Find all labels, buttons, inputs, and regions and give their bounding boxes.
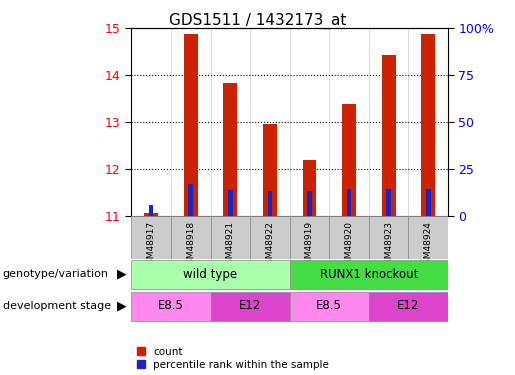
Text: GDS1511 / 1432173_at: GDS1511 / 1432173_at bbox=[169, 13, 346, 29]
Bar bbox=[188, 184, 193, 216]
Bar bbox=[131, 260, 289, 289]
Bar bbox=[329, 216, 369, 259]
Text: RUNX1 knockout: RUNX1 knockout bbox=[320, 267, 418, 280]
Text: genotype/variation: genotype/variation bbox=[3, 269, 109, 279]
Bar bbox=[289, 292, 369, 321]
Bar bbox=[386, 189, 391, 216]
Text: GSM48917: GSM48917 bbox=[147, 221, 156, 270]
Bar bbox=[224, 84, 237, 216]
Bar bbox=[289, 216, 329, 259]
Bar bbox=[211, 292, 289, 321]
Text: GSM48918: GSM48918 bbox=[186, 221, 195, 270]
Text: E8.5: E8.5 bbox=[316, 299, 342, 312]
Bar bbox=[369, 292, 448, 321]
Bar bbox=[347, 189, 351, 216]
Bar bbox=[211, 216, 250, 259]
Bar bbox=[408, 216, 448, 259]
Bar bbox=[131, 292, 211, 321]
Text: GSM48924: GSM48924 bbox=[424, 221, 433, 270]
Text: GSM48920: GSM48920 bbox=[345, 221, 354, 270]
Text: E8.5: E8.5 bbox=[158, 299, 184, 312]
Bar bbox=[228, 190, 233, 216]
Bar bbox=[149, 205, 153, 216]
Text: GSM48921: GSM48921 bbox=[226, 221, 235, 270]
Text: GSM48919: GSM48919 bbox=[305, 221, 314, 270]
Text: GSM48923: GSM48923 bbox=[384, 221, 393, 270]
Text: wild type: wild type bbox=[183, 267, 237, 280]
Bar bbox=[131, 216, 171, 259]
Text: ▶: ▶ bbox=[116, 299, 126, 312]
Bar bbox=[369, 216, 408, 259]
Bar bbox=[302, 160, 316, 216]
Bar bbox=[184, 34, 198, 216]
Bar bbox=[263, 124, 277, 216]
Text: E12: E12 bbox=[239, 299, 261, 312]
Bar bbox=[307, 191, 312, 216]
Bar bbox=[171, 216, 211, 259]
Text: development stage: development stage bbox=[3, 301, 111, 311]
Bar bbox=[342, 104, 356, 216]
Text: E12: E12 bbox=[397, 299, 420, 312]
Text: GSM48922: GSM48922 bbox=[265, 221, 274, 270]
Legend: count, percentile rank within the sample: count, percentile rank within the sample bbox=[136, 346, 329, 370]
Bar bbox=[426, 189, 431, 216]
Bar bbox=[382, 56, 396, 216]
Text: ▶: ▶ bbox=[116, 267, 126, 280]
Bar bbox=[421, 34, 435, 216]
Bar bbox=[144, 213, 158, 216]
Bar bbox=[250, 216, 289, 259]
Bar bbox=[267, 191, 272, 216]
Bar bbox=[289, 260, 448, 289]
